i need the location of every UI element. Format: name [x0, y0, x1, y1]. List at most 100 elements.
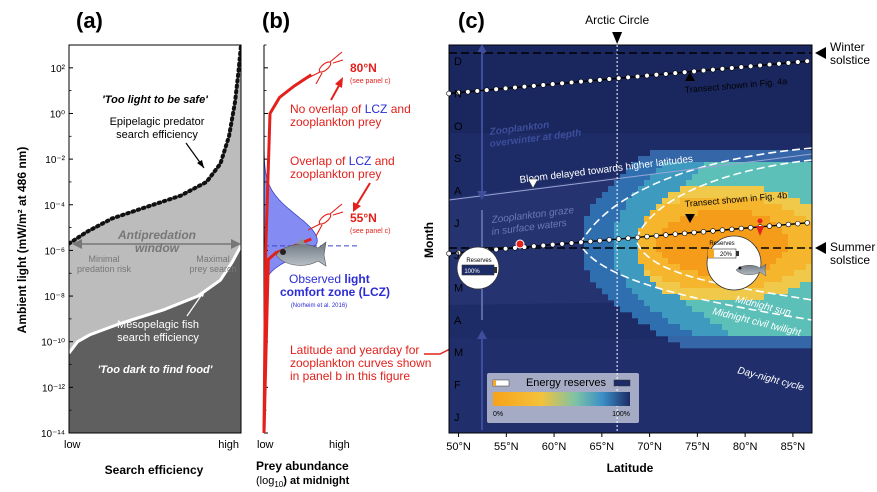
heatmap-cell	[608, 198, 615, 205]
heatmap-cell	[776, 216, 783, 223]
heatmap-cell	[668, 222, 675, 229]
heatmap-cell	[674, 336, 681, 343]
heatmap-cell	[668, 312, 675, 319]
heatmap-cell	[590, 276, 597, 283]
heatmap-cell	[716, 294, 723, 301]
heatmap-cell	[686, 228, 693, 235]
heatmap-cell	[758, 282, 765, 289]
heatmap-cell	[764, 306, 771, 313]
heatmap-cell	[746, 318, 753, 325]
heatmap-cell	[692, 276, 699, 283]
heatmap-cell	[788, 228, 795, 235]
heatmap-cell	[728, 312, 735, 319]
heatmap-cell	[632, 228, 639, 235]
heatmap-cell	[668, 282, 675, 289]
heatmap-cell	[644, 168, 651, 175]
heatmap-cell	[674, 186, 681, 193]
heatmap-cell	[716, 330, 723, 337]
heatmap-cell	[644, 156, 651, 163]
heatmap-cell	[680, 282, 687, 289]
heatmap-cell	[752, 210, 759, 217]
heatmap-cell	[788, 288, 795, 295]
transect-point	[578, 239, 584, 245]
heatmap-cell	[668, 294, 675, 301]
heatmap-cell	[620, 270, 627, 277]
heatmap-cell	[674, 150, 681, 157]
transect-point	[606, 76, 612, 82]
heatmap-cell	[662, 168, 669, 175]
heatmap-cell	[686, 318, 693, 325]
heatmap-cell	[680, 180, 687, 187]
heatmap-cell	[764, 330, 771, 337]
heatmap-cell	[686, 342, 693, 349]
heatmap-cell	[728, 156, 735, 163]
heatmap-cell	[686, 330, 693, 337]
heatmap-cell	[596, 246, 603, 253]
heatmap-cell	[614, 240, 621, 247]
heatmap-cell	[644, 204, 651, 211]
heatmap-cell	[800, 312, 807, 319]
panel-a-ytick-label: 10⁻¹²	[42, 383, 66, 394]
mesopelagic-arrowhead	[198, 290, 205, 297]
heatmap-cell	[698, 198, 705, 205]
heatmap-cell	[764, 252, 771, 259]
heatmap-cell	[752, 150, 759, 157]
heatmap-cell	[806, 168, 812, 175]
heatmap-cell	[788, 186, 795, 193]
heatmap-cell	[794, 330, 801, 337]
heatmap-cell	[632, 312, 639, 319]
heatmap-cell	[698, 180, 705, 187]
heatmap-cell	[620, 174, 627, 181]
heatmap-cell	[764, 162, 771, 169]
panel-c-ytick-label: N	[454, 89, 462, 101]
panel-a-y-ticks: 10² 10⁰ 10⁻² 10⁻⁴ 10⁻⁶ 10⁻⁸ 10⁻¹⁰ 10⁻¹² 10⁻¹⁴	[41, 44, 73, 440]
heatmap-cell	[608, 246, 615, 253]
heatmap-cell	[716, 336, 723, 343]
heatmap-cell	[674, 162, 681, 169]
heatmap-cell	[794, 234, 801, 241]
heatmap-cell	[710, 234, 717, 241]
heatmap-cell	[800, 186, 807, 193]
heatmap-cell	[734, 330, 741, 337]
heatmap-cell	[806, 294, 812, 301]
heatmap-cell	[740, 318, 747, 325]
transect-point	[766, 61, 773, 68]
heatmap-cell	[800, 180, 807, 187]
heatmap-cell	[680, 240, 687, 247]
heatmap-cell	[782, 186, 789, 193]
heatmap-cell	[782, 174, 789, 181]
heatmap-cell	[746, 216, 753, 223]
heatmap-cell	[776, 156, 783, 163]
heatmap-cell	[740, 180, 747, 187]
heatmap-cell	[632, 246, 639, 253]
panel-c-ytick-label: A	[454, 186, 462, 198]
transect-point	[493, 86, 499, 92]
heatmap-cell	[782, 210, 789, 217]
heatmap-cell	[710, 216, 717, 223]
heatmap-cell	[722, 336, 729, 343]
transect-point	[729, 65, 735, 71]
winter-solstice-label-line1: Winter	[830, 40, 865, 54]
heatmap-cell	[704, 168, 711, 175]
heatmap-cell	[764, 234, 771, 241]
heatmap-cell	[620, 180, 627, 187]
heatmap-cell	[638, 192, 645, 199]
heatmap-cell	[698, 156, 705, 163]
heatmap-cell	[650, 282, 657, 289]
heatmap-cell	[710, 204, 717, 211]
heatmap-cell	[644, 264, 651, 271]
heatmap-cell	[596, 252, 603, 259]
winter-solstice-arrow	[815, 47, 826, 59]
mesopelagic-label-line1: Mesopelagic fish	[117, 319, 199, 331]
heatmap-cell	[758, 252, 765, 259]
heatmap-cell	[686, 186, 693, 193]
heatmap-cell	[668, 156, 675, 163]
heatmap-cell	[680, 336, 687, 343]
heatmap-cell	[584, 216, 591, 223]
heatmap-cell	[710, 162, 717, 169]
heatmap-cell	[716, 174, 723, 181]
heatmap-cell	[626, 258, 633, 265]
heatmap-cell	[704, 276, 711, 283]
heatmap-cell	[620, 294, 627, 301]
